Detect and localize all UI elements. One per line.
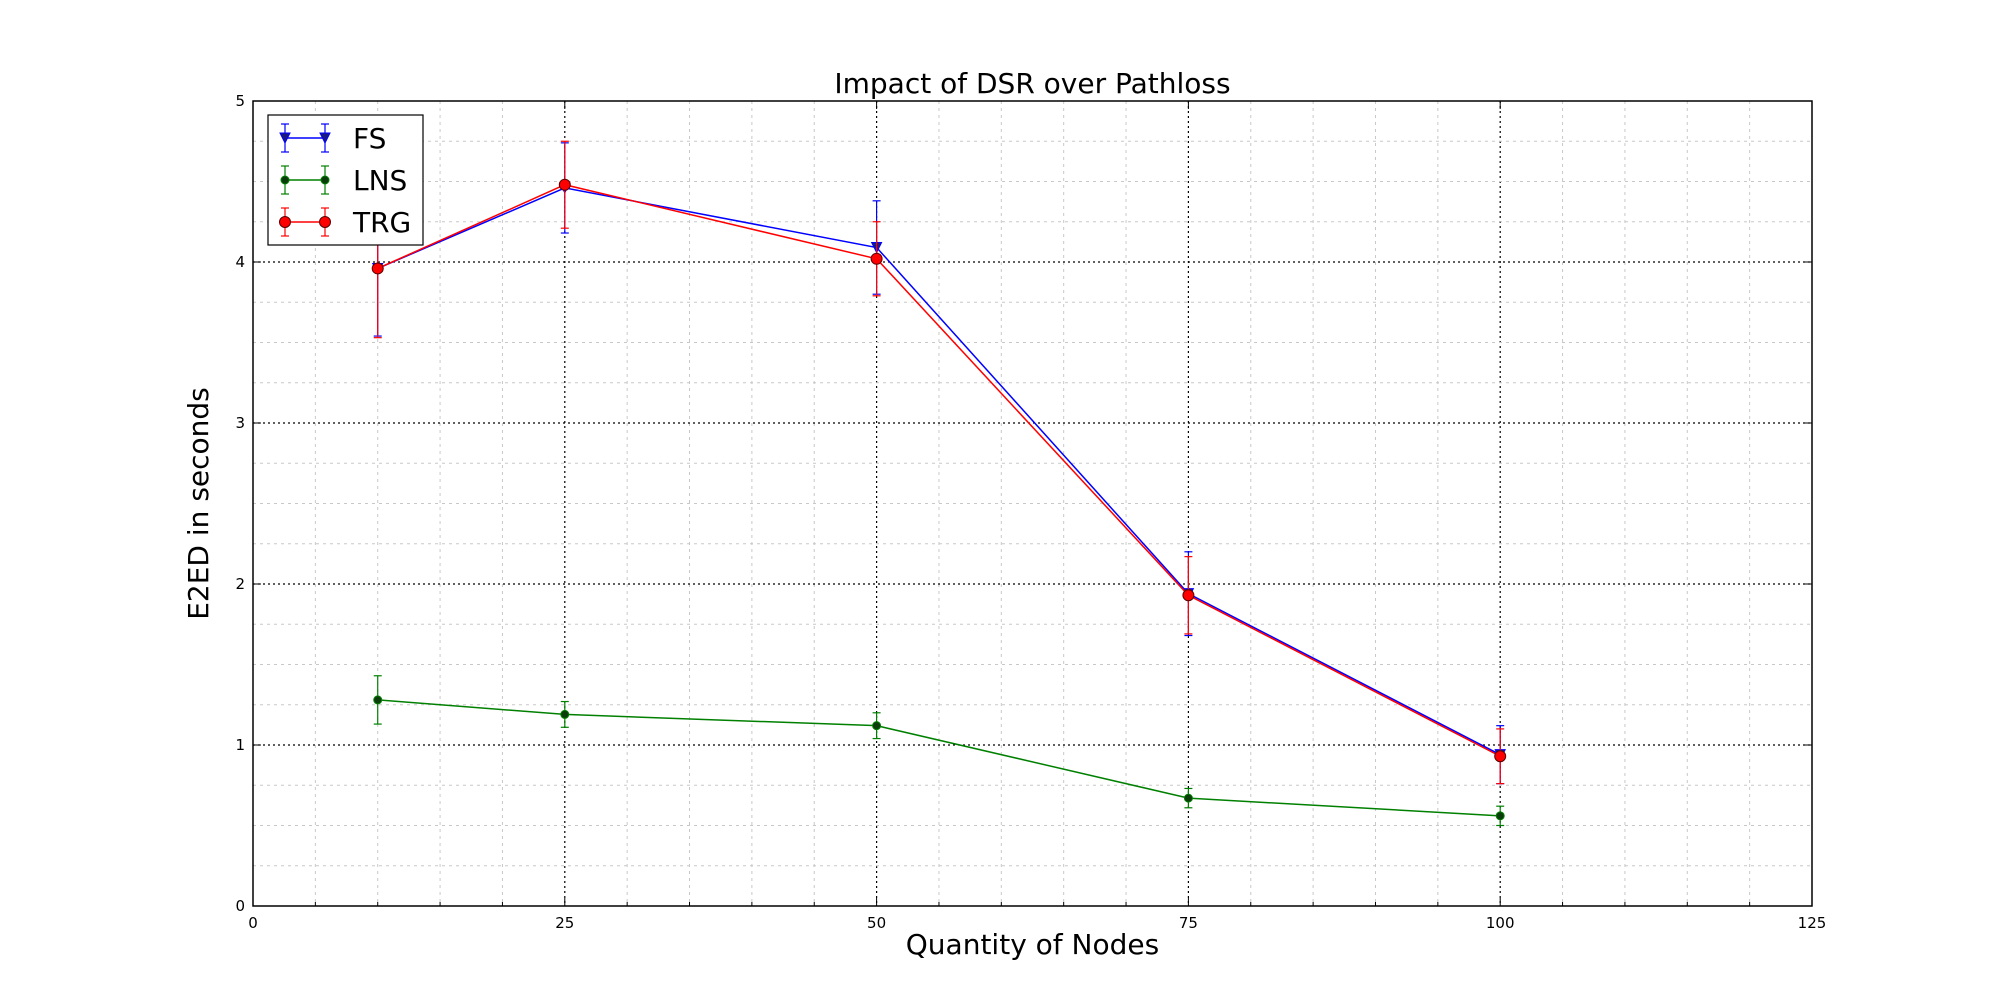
data-point-trg [1494, 750, 1507, 763]
legend-entry-trg: TRG [279, 206, 411, 239]
legend-label-fs: FS [353, 122, 386, 155]
data-point-trg [870, 252, 883, 265]
series-lns [373, 675, 1505, 827]
legend: FS LNS TRG [267, 114, 424, 246]
x-tick-label: 75 [1179, 914, 1198, 932]
legend-entry-lns: LNS [280, 164, 407, 197]
axis-ticks: 0 25 50 75 100 125 0 1 2 3 4 5 [235, 92, 1826, 932]
x-tick-label: 50 [867, 914, 886, 932]
data-point-lns [1183, 793, 1193, 803]
x-tick-label: 25 [555, 914, 574, 932]
data-point-trg [371, 262, 384, 275]
x-tick-label: 100 [1486, 914, 1515, 932]
grid [253, 101, 1812, 906]
legend-marker-lns [320, 175, 330, 185]
y-axis-label: E2ED in seconds [182, 387, 215, 620]
x-axis-label: Quantity of Nodes [906, 928, 1159, 961]
x-tick-label: 125 [1798, 914, 1827, 932]
series-layer [371, 140, 1507, 827]
y-tick-label: 3 [235, 414, 245, 432]
y-tick-label: 2 [235, 575, 245, 593]
data-point-lns [560, 709, 570, 719]
legend-marker-trg [279, 216, 291, 228]
legend-marker-fs [319, 132, 331, 145]
chart-title: Impact of DSR over Pathloss [834, 67, 1230, 100]
data-point-lns [872, 721, 882, 731]
data-point-trg [1182, 589, 1195, 602]
legend-marker-lns [280, 175, 290, 185]
series-trg [371, 140, 1507, 785]
y-tick-label: 1 [235, 736, 245, 754]
y-tick-label: 4 [235, 253, 245, 271]
data-point-lns [373, 695, 383, 705]
plot-frame [252, 100, 1813, 907]
data-point-lns [1495, 811, 1505, 821]
legend-marker-trg [319, 216, 331, 228]
legend-label-trg: TRG [352, 206, 411, 239]
legend-marker-fs [279, 132, 291, 145]
y-tick-label: 0 [235, 897, 245, 915]
legend-label-lns: LNS [353, 164, 407, 197]
legend-entry-fs: FS [279, 122, 386, 155]
data-point-trg [558, 178, 571, 191]
y-tick-label: 5 [235, 92, 245, 110]
x-tick-label: 0 [248, 914, 258, 932]
